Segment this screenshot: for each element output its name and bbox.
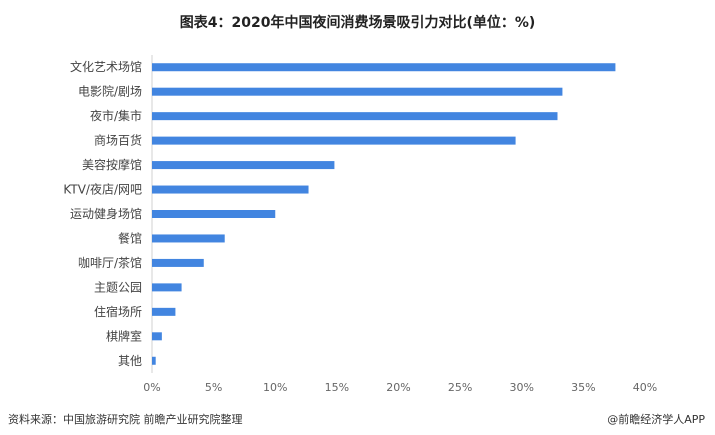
x-tick-label: 30% [510,381,534,394]
bar [152,332,162,341]
x-tick-label: 20% [386,381,410,394]
x-tick-label: 25% [448,381,472,394]
bar [152,87,563,96]
category-label: 电影院/剧场 [78,85,142,99]
category-label: 美容按摩馆 [82,157,142,172]
category-label: 餐馆 [118,230,142,245]
bar [152,63,616,72]
x-tick-label: 15% [325,381,349,394]
category-label: KTV/夜店/网吧 [63,182,142,197]
category-label: 棋牌室 [106,328,142,343]
category-label: 住宿场所 [94,304,142,319]
x-tick-label: 35% [571,381,595,394]
brand-credit: @前瞻经济学人APP [607,413,705,426]
category-label: 商场百货 [94,133,142,148]
bar [152,161,335,170]
bar [152,258,204,267]
bar [152,283,182,292]
category-label: 其他 [118,354,142,368]
bar [152,356,156,365]
category-label: 咖啡厅/茶馆 [78,255,142,270]
x-tick-label: 0% [143,381,160,394]
category-label: 夜市/集市 [90,108,142,123]
source-note: 资料来源：中国旅游研究院 前瞻产业研究院整理 [8,413,243,426]
bar [152,307,176,316]
x-tick-label: 10% [263,381,287,394]
bar [152,136,516,145]
bar [152,185,309,194]
category-label: 文化艺术场馆 [70,59,142,74]
x-tick-label: 40% [633,381,657,394]
bar [152,234,225,243]
bar [152,112,558,121]
category-label: 主题公园 [94,280,142,294]
chart-title: 图表4：2020年中国夜间消费场景吸引力对比(单位：%) [179,15,536,31]
category-label: 运动健身场馆 [70,206,142,221]
x-tick-label: 5% [205,381,222,394]
bar [152,210,276,218]
